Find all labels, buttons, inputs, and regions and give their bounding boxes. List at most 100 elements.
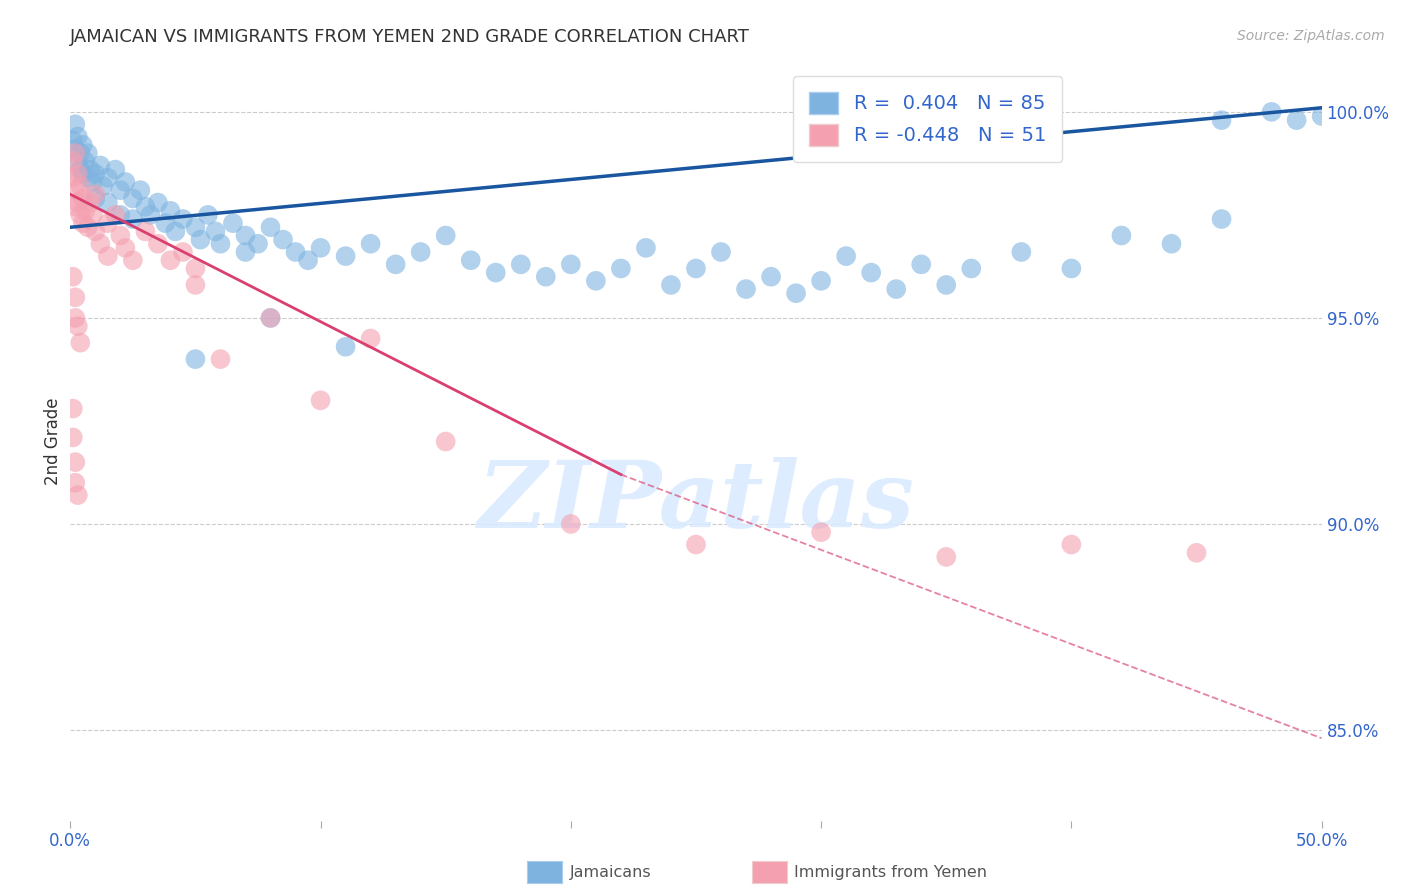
Point bbox=[91, 179, 114, 194]
Point bbox=[960, 261, 983, 276]
Point bbox=[84, 187, 107, 202]
Point bbox=[72, 191, 94, 205]
Point bbox=[79, 162, 101, 177]
Point bbox=[860, 266, 883, 280]
Point bbox=[110, 228, 132, 243]
Point bbox=[65, 142, 87, 156]
Point bbox=[72, 216, 94, 230]
Point bbox=[634, 241, 657, 255]
Point bbox=[190, 233, 212, 247]
Point bbox=[62, 154, 84, 169]
Point bbox=[65, 290, 87, 304]
Point bbox=[309, 241, 332, 255]
Point bbox=[204, 224, 226, 238]
Point bbox=[66, 319, 89, 334]
Point bbox=[65, 475, 87, 490]
Point bbox=[759, 269, 782, 284]
Point bbox=[82, 208, 104, 222]
Point bbox=[155, 216, 177, 230]
Point bbox=[1211, 212, 1233, 227]
Point bbox=[65, 455, 87, 469]
Point bbox=[935, 277, 957, 292]
Point bbox=[197, 208, 219, 222]
Text: Jamaicans: Jamaicans bbox=[569, 865, 651, 880]
Point bbox=[1211, 113, 1233, 128]
Point bbox=[560, 516, 582, 531]
Point bbox=[146, 195, 169, 210]
Point bbox=[84, 167, 107, 181]
Point bbox=[79, 195, 101, 210]
Point bbox=[1111, 228, 1133, 243]
Point bbox=[735, 282, 758, 296]
Y-axis label: 2nd Grade: 2nd Grade bbox=[44, 398, 62, 485]
Point bbox=[97, 170, 120, 185]
Point bbox=[235, 245, 257, 260]
Point bbox=[935, 549, 957, 564]
Point bbox=[75, 203, 97, 218]
Point bbox=[84, 224, 107, 238]
Point bbox=[209, 352, 232, 367]
Point bbox=[97, 195, 120, 210]
Point bbox=[335, 340, 357, 354]
Point bbox=[247, 236, 270, 251]
Point bbox=[69, 335, 91, 350]
Text: Immigrants from Yemen: Immigrants from Yemen bbox=[794, 865, 987, 880]
Point bbox=[110, 208, 132, 222]
Point bbox=[710, 245, 733, 260]
Point bbox=[1185, 546, 1208, 560]
Point bbox=[460, 253, 482, 268]
Point bbox=[360, 332, 382, 346]
Point bbox=[82, 175, 104, 189]
Point bbox=[121, 253, 145, 268]
Point bbox=[297, 253, 319, 268]
Point bbox=[659, 277, 682, 292]
Point bbox=[165, 224, 187, 238]
Point bbox=[560, 257, 582, 271]
Point bbox=[259, 310, 281, 325]
Point bbox=[104, 208, 127, 222]
Point bbox=[62, 134, 84, 148]
Point bbox=[62, 269, 84, 284]
Point bbox=[184, 220, 207, 235]
Point bbox=[835, 249, 858, 263]
Text: JAMAICAN VS IMMIGRANTS FROM YEMEN 2ND GRADE CORRELATION CHART: JAMAICAN VS IMMIGRANTS FROM YEMEN 2ND GR… bbox=[70, 28, 751, 45]
Point bbox=[72, 137, 94, 152]
Point bbox=[121, 191, 145, 205]
Point bbox=[1160, 236, 1182, 251]
Point bbox=[685, 261, 707, 276]
Point bbox=[509, 257, 531, 271]
Point bbox=[485, 266, 508, 280]
Point bbox=[66, 154, 89, 169]
Point bbox=[360, 236, 382, 251]
Point bbox=[259, 310, 281, 325]
Point bbox=[65, 183, 87, 197]
Point bbox=[785, 286, 807, 301]
Point bbox=[209, 236, 232, 251]
Point bbox=[235, 228, 257, 243]
Point bbox=[434, 434, 457, 449]
Point bbox=[172, 212, 194, 227]
Point bbox=[184, 261, 207, 276]
Point bbox=[610, 261, 633, 276]
Point bbox=[114, 241, 136, 255]
Point bbox=[129, 183, 152, 197]
Point bbox=[110, 183, 132, 197]
Point bbox=[72, 167, 94, 181]
Point bbox=[810, 274, 832, 288]
Point bbox=[89, 158, 111, 172]
Point bbox=[184, 277, 207, 292]
Point bbox=[271, 233, 294, 247]
Point bbox=[1310, 109, 1333, 123]
Point bbox=[89, 236, 111, 251]
Point bbox=[66, 488, 89, 502]
Point bbox=[409, 245, 432, 260]
Point bbox=[114, 175, 136, 189]
Point bbox=[884, 282, 907, 296]
Text: Source: ZipAtlas.com: Source: ZipAtlas.com bbox=[1237, 29, 1385, 43]
Point bbox=[134, 224, 156, 238]
Point bbox=[685, 537, 707, 551]
Point bbox=[534, 269, 557, 284]
Point bbox=[184, 352, 207, 367]
Point bbox=[159, 203, 181, 218]
Legend: R =  0.404   N = 85, R = -0.448   N = 51: R = 0.404 N = 85, R = -0.448 N = 51 bbox=[793, 76, 1062, 161]
